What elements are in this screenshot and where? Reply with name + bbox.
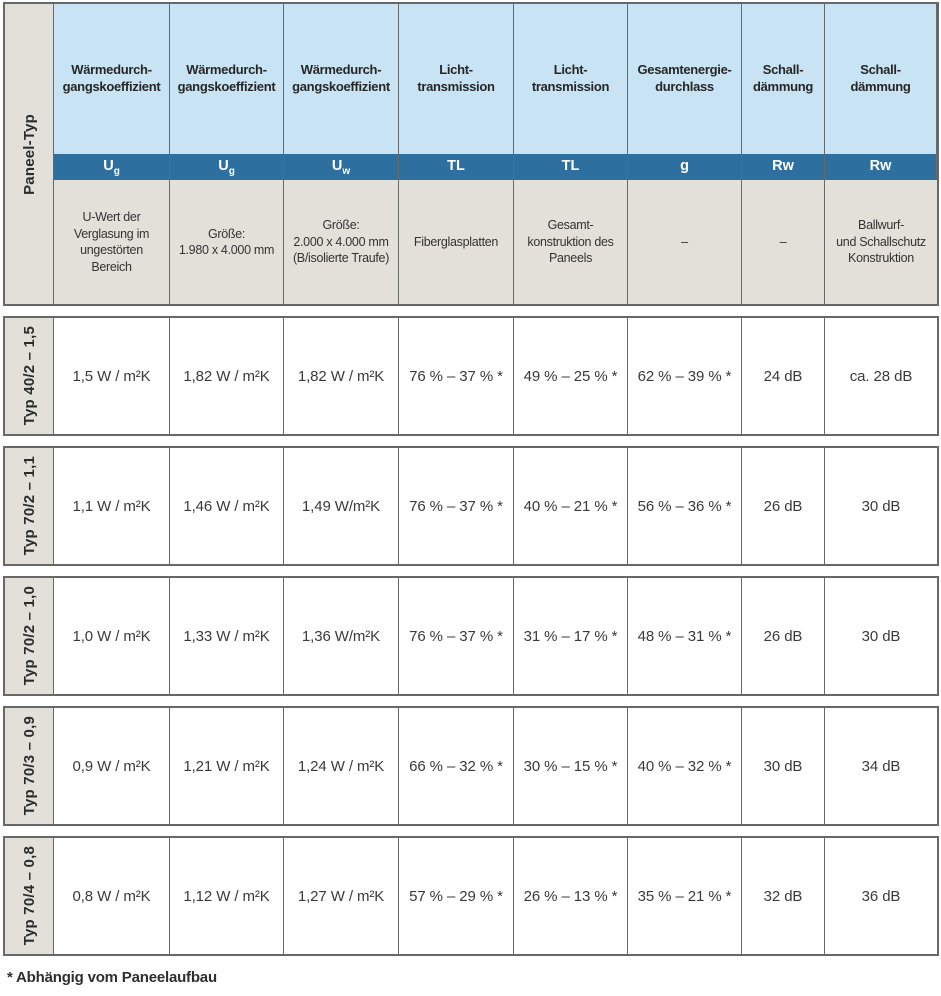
value-cell: 0,9 W / m²K	[54, 708, 170, 824]
value-cell: 40 % – 32 % *	[628, 708, 742, 824]
value-cell: 24 dB	[742, 318, 825, 434]
value-cell: 34 dB	[825, 708, 937, 824]
value-cell: 1,46 W / m²K	[170, 448, 284, 564]
column-description-tl1: Fiberglasplatten	[399, 180, 514, 304]
table-row: Typ 70/2 – 1,0 1,0 W / m²K 1,33 W / m²K …	[3, 576, 939, 696]
value-cell: 1,5 W / m²K	[54, 318, 170, 434]
column-title-rw1: Schall- dämmung	[742, 4, 825, 154]
value-cell: ca. 28 dB	[825, 318, 937, 434]
unit-band-tl1: TL	[399, 154, 514, 180]
value-cell: 1,21 W / m²K	[170, 708, 284, 824]
value-cell: 35 % – 21 % *	[628, 838, 742, 954]
value-cell: 1,33 W / m²K	[170, 578, 284, 694]
value-cell: 36 dB	[825, 838, 937, 954]
value-cell: 66 % – 32 % *	[399, 708, 514, 824]
value-cell: 30 % – 15 % *	[514, 708, 628, 824]
column-description-uw: Größe: 2.000 x 4.000 mm (B/isolierte Tra…	[284, 180, 399, 304]
value-cell: 1,1 W / m²K	[54, 448, 170, 564]
row-label: Typ 70/2 – 1,1	[5, 448, 54, 564]
value-cell: 26 % – 13 % *	[514, 838, 628, 954]
unit-band-rw1: Rw	[742, 154, 825, 180]
column-description-g: –	[628, 180, 742, 304]
unit-band-g: g	[628, 154, 742, 180]
table-header: Paneel-Typ Wärmedurch- gangskoeffizient …	[3, 2, 939, 306]
column-title-ug2: Wärmedurch- gangskoeffizient	[170, 4, 284, 154]
value-cell: 1,82 W / m²K	[170, 318, 284, 434]
footnote: * Abhängig vom Paneelaufbau	[7, 969, 217, 986]
unit-band-ug2: Ug	[170, 154, 284, 180]
row-label: Typ 70/2 – 1,0	[5, 578, 54, 694]
paneel-typ-label: Paneel-Typ	[20, 113, 38, 195]
value-cell: 1,36 W/m²K	[284, 578, 399, 694]
value-cell: 26 dB	[742, 578, 825, 694]
value-cell: 49 % – 25 % *	[514, 318, 628, 434]
unit-band-ug1: Ug	[54, 154, 170, 180]
table-row: Typ 40/2 – 1,5 1,5 W / m²K 1,82 W / m²K …	[3, 316, 939, 436]
column-description-ug2: Größe: 1.980 x 4.000 mm	[170, 180, 284, 304]
value-cell: 57 % – 29 % *	[399, 838, 514, 954]
value-cell: 76 % – 37 % *	[399, 578, 514, 694]
table-row: Typ 70/2 – 1,1 1,1 W / m²K 1,46 W / m²K …	[3, 446, 939, 566]
row-label: Typ 40/2 – 1,5	[5, 318, 54, 434]
value-cell: 76 % – 37 % *	[399, 448, 514, 564]
value-cell: 1,49 W/m²K	[284, 448, 399, 564]
column-description-rw1: –	[742, 180, 825, 304]
column-description-ug1: U-Wert der Verglasung im ungestörten Ber…	[54, 180, 170, 304]
value-cell: 1,0 W / m²K	[54, 578, 170, 694]
column-description-tl2: Gesamt- konstruktion des Paneels	[514, 180, 628, 304]
panel-spec-table: Paneel-Typ Wärmedurch- gangskoeffizient …	[3, 2, 939, 956]
column-title-tl2: Licht- transmission	[514, 4, 628, 154]
unit-band-rw2: Rw	[825, 154, 937, 180]
row-header-paneel-typ: Paneel-Typ	[5, 4, 54, 304]
row-label: Typ 70/4 – 0,8	[5, 838, 54, 954]
value-cell: 0,8 W / m²K	[54, 838, 170, 954]
value-cell: 32 dB	[742, 838, 825, 954]
value-cell: 26 dB	[742, 448, 825, 564]
table-row: Typ 70/3 – 0,9 0,9 W / m²K 1,21 W / m²K …	[3, 706, 939, 826]
value-cell: 76 % – 37 % *	[399, 318, 514, 434]
value-cell: 62 % – 39 % *	[628, 318, 742, 434]
column-title-g: Gesamtenergie- durchlass	[628, 4, 742, 154]
row-label: Typ 70/3 – 0,9	[5, 708, 54, 824]
value-cell: 30 dB	[825, 448, 937, 564]
column-description-rw2: Ballwurf- und Schallschutz Konstruktion	[825, 180, 937, 304]
column-title-ug1: Wärmedurch- gangskoeffizient	[54, 4, 170, 154]
table-row: Typ 70/4 – 0,8 0,8 W / m²K 1,12 W / m²K …	[3, 836, 939, 956]
value-cell: 48 % – 31 % *	[628, 578, 742, 694]
unit-band-uw: Uw	[284, 154, 399, 180]
column-title-rw2: Schall- dämmung	[825, 4, 937, 154]
value-cell: 40 % – 21 % *	[514, 448, 628, 564]
value-cell: 30 dB	[742, 708, 825, 824]
column-title-uw: Wärmedurch- gangskoeffizient	[284, 4, 399, 154]
unit-band-tl2: TL	[514, 154, 628, 180]
value-cell: 1,82 W / m²K	[284, 318, 399, 434]
value-cell: 1,24 W / m²K	[284, 708, 399, 824]
column-title-tl1: Licht- transmission	[399, 4, 514, 154]
value-cell: 31 % – 17 % *	[514, 578, 628, 694]
value-cell: 56 % – 36 % *	[628, 448, 742, 564]
value-cell: 1,12 W / m²K	[170, 838, 284, 954]
value-cell: 1,27 W / m²K	[284, 838, 399, 954]
value-cell: 30 dB	[825, 578, 937, 694]
